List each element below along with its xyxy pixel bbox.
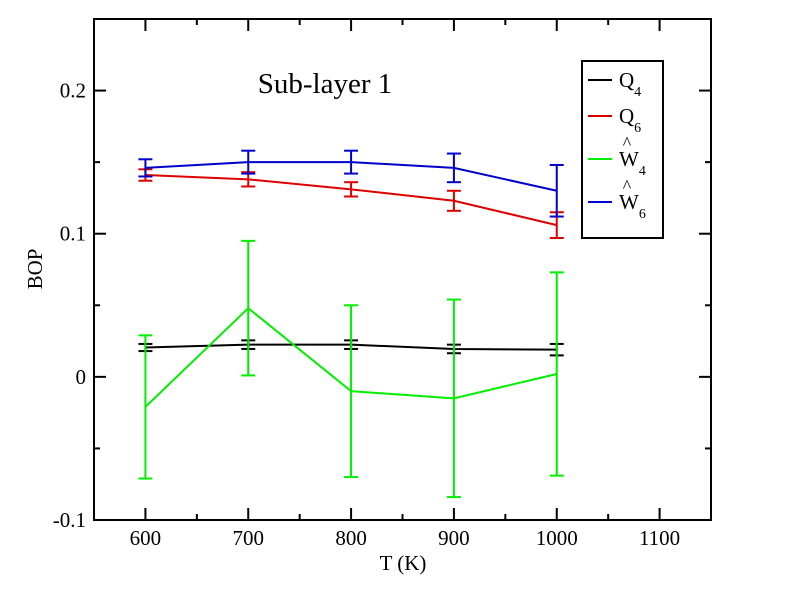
- x-axis-label: T (K): [380, 551, 427, 575]
- legend-label-subscript: 6: [639, 207, 646, 222]
- chart-title: Sub-layer 1: [258, 68, 393, 100]
- y-tick-label: 0.1: [60, 222, 86, 246]
- x-tick-label: 600: [130, 526, 162, 550]
- legend-label-subscript: 4: [639, 164, 646, 179]
- x-tick-label: 1100: [639, 526, 680, 550]
- y-axis-ticks: -0.1 0 0.1 0.2: [53, 18, 711, 532]
- y-tick-label: 0: [76, 365, 87, 389]
- y-axis-label: BOP: [23, 249, 47, 290]
- x-tick-label: 900: [438, 526, 470, 550]
- legend-label-hat: ^: [623, 133, 632, 153]
- x-axis-ticks: 600 700 800 900 1000 1100: [93, 19, 712, 550]
- legend-label-hat: ^: [623, 176, 632, 196]
- legend-label-subscript: 6: [634, 121, 641, 136]
- series-group: [138, 149, 564, 499]
- x-tick-label: 800: [335, 526, 367, 550]
- y-tick-label: 0.2: [60, 79, 86, 103]
- y-tick-label: -0.1: [53, 508, 86, 532]
- x-tick-label: 1000: [536, 526, 578, 550]
- legend-label-subscript: 4: [634, 85, 641, 100]
- x-tick-label: 700: [233, 526, 265, 550]
- legend-box: [581, 60, 664, 239]
